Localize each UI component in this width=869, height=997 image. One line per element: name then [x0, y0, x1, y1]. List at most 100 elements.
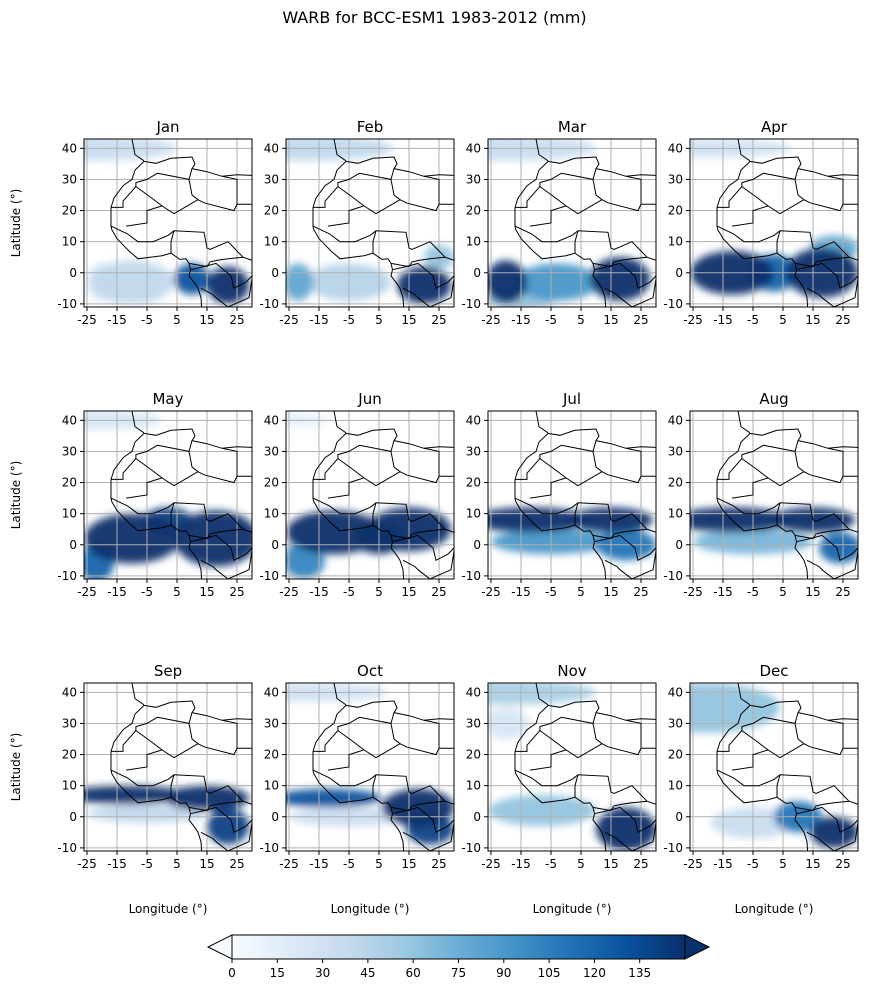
country-border: [796, 806, 858, 834]
y-tick-label: 0: [473, 266, 481, 280]
y-tick-label: 30: [466, 716, 481, 730]
x-tick-label: -15: [309, 585, 329, 599]
country-border: [794, 256, 850, 268]
y-tick-label: 0: [675, 810, 683, 824]
grid: [488, 411, 656, 579]
panel-sep: Sep -25 -15 -5 5 15 25 -10 0 10 20 30 40: [57, 662, 253, 871]
country-border: [594, 806, 656, 834]
x-tick-label: 25: [431, 313, 446, 327]
precip-blob: [590, 257, 650, 301]
x-tick-label: -15: [309, 313, 329, 327]
x-axis-label: Longitude (°): [533, 902, 612, 916]
x-tick-label: -15: [511, 313, 531, 327]
x-tick-label: 5: [173, 585, 181, 599]
x-tick-label: 25: [633, 857, 648, 871]
country-border: [392, 806, 454, 834]
x-tick-label: 5: [577, 313, 585, 327]
x-tick-label: -25: [481, 857, 501, 871]
x-tick-label: 25: [835, 857, 850, 871]
country-border: [529, 749, 567, 771]
x-tick-label: -25: [77, 313, 97, 327]
country-border: [170, 502, 175, 526]
country-border: [592, 256, 648, 268]
x-tick-label: -15: [511, 585, 531, 599]
country-border: [776, 774, 781, 798]
x-tick-label: -5: [545, 857, 557, 871]
panel-apr: Apr -25 -15 -5 5 15 25 -10 0 10 20 30 40: [663, 118, 859, 327]
colorbar-tick-label: 45: [360, 966, 375, 980]
country-border: [200, 550, 252, 579]
y-tick-label: 0: [675, 266, 683, 280]
country-border: [188, 528, 244, 540]
country-border: [794, 179, 805, 201]
y-tick-label: 30: [264, 172, 279, 186]
x-tick-label: 5: [173, 857, 181, 871]
y-tick-label: -10: [259, 297, 279, 311]
y-tick-label: 40: [62, 413, 77, 427]
country-border: [776, 230, 781, 254]
y-tick-label: 0: [473, 810, 481, 824]
x-tick-label: 25: [229, 857, 244, 871]
country-border: [529, 205, 567, 227]
y-tick-label: -10: [663, 569, 683, 583]
x-tick-label: -15: [309, 857, 329, 871]
country-border: [574, 230, 579, 254]
y-tick-label: -10: [57, 841, 77, 855]
map-outlines: [514, 683, 656, 851]
x-tick-label: -5: [141, 585, 153, 599]
grid: [286, 139, 454, 307]
panel-title: Apr: [761, 118, 788, 136]
x-tick-label: 15: [805, 313, 820, 327]
y-tick-label: 10: [668, 779, 683, 793]
grid: [286, 411, 454, 579]
country-border: [190, 534, 252, 562]
colorbar-tick-label: 30: [315, 966, 330, 980]
map-outlines: [716, 411, 858, 579]
x-tick-label: 15: [401, 313, 416, 327]
coastline-north: [110, 411, 252, 480]
x-tick-label: 15: [199, 857, 214, 871]
country-border: [806, 550, 858, 579]
x-tick-label: 5: [577, 857, 585, 871]
panel-title: Dec: [759, 662, 788, 680]
panel-frame: [689, 410, 859, 580]
y-tick-label: -10: [57, 297, 77, 311]
precip-blob: [286, 263, 313, 301]
country-border: [188, 800, 244, 812]
country-border: [188, 723, 199, 745]
y-tick-label: 10: [668, 507, 683, 521]
y-tick-label: 40: [668, 413, 683, 427]
country-border: [402, 278, 454, 307]
colorbar-tick-label: 105: [538, 966, 561, 980]
colorbar-tick-label: 60: [406, 966, 421, 980]
country-border: [827, 175, 844, 205]
panel-frame: [689, 682, 859, 852]
country-border: [170, 230, 175, 254]
country-border: [110, 497, 252, 533]
y-tick-label: 40: [264, 413, 279, 427]
x-tick-label: 5: [375, 857, 383, 871]
y-tick-label: 10: [264, 235, 279, 249]
y-tick-label: 0: [69, 810, 77, 824]
y-tick-label: 30: [264, 444, 279, 458]
y-axis-label: Latitude (°): [9, 189, 23, 258]
x-tick-label: 25: [633, 585, 648, 599]
country-border: [529, 477, 567, 499]
coastline-north: [312, 683, 454, 752]
country-border: [514, 225, 656, 261]
y-tick-label: 30: [668, 716, 683, 730]
y-tick-label: 10: [62, 235, 77, 249]
country-border: [514, 769, 656, 805]
country-border: [731, 477, 769, 499]
x-tick-label: 15: [199, 585, 214, 599]
x-tick-label: -25: [77, 857, 97, 871]
y-tick-label: 0: [271, 810, 279, 824]
country-border: [125, 205, 163, 227]
country-border: [806, 822, 858, 851]
colorbar-extend-low: [206, 934, 233, 960]
x-tick-label: 15: [401, 857, 416, 871]
precip-blob: [207, 266, 249, 304]
y-tick-label: 10: [264, 507, 279, 521]
country-border: [514, 497, 656, 533]
panel-may: May -25 -15 -5 5 15 25 -10 0 10 20 30 40: [57, 390, 253, 599]
